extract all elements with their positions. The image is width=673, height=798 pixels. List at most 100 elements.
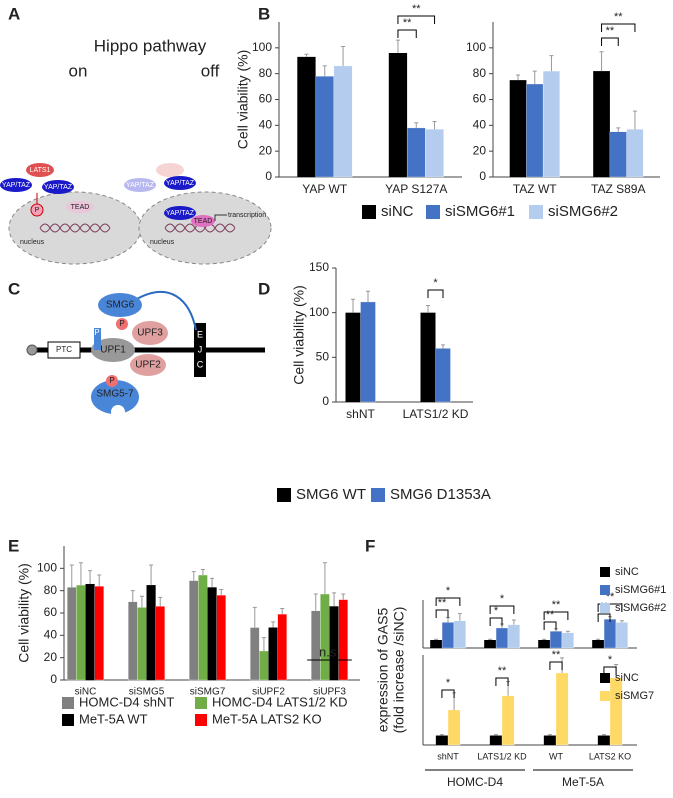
dna bbox=[39, 223, 111, 233]
x-tick-label: siSMG7 bbox=[190, 687, 226, 698]
bar bbox=[137, 607, 147, 681]
bar bbox=[94, 586, 104, 681]
yap-shape bbox=[164, 176, 196, 190]
legend-swatch bbox=[426, 205, 440, 219]
ejc-box bbox=[194, 323, 206, 377]
significance: ** bbox=[606, 25, 615, 37]
bar bbox=[345, 312, 361, 402]
legend-label: SMG6 D1353A bbox=[390, 486, 491, 503]
node-label: C bbox=[197, 359, 204, 369]
diagram-title: Hippo pathway bbox=[94, 36, 207, 55]
error-bar bbox=[441, 344, 445, 349]
x-tick-label: YAP S127A bbox=[385, 182, 447, 196]
legend-swatch bbox=[600, 567, 610, 577]
bar bbox=[592, 640, 605, 648]
error-bar bbox=[191, 571, 196, 581]
error-bar bbox=[446, 617, 450, 623]
legend-swatch bbox=[600, 585, 610, 595]
error-bar bbox=[432, 120, 437, 130]
error-bar bbox=[78, 562, 83, 586]
panel-label: A bbox=[8, 4, 20, 23]
error-bar bbox=[88, 570, 93, 584]
yap-shape bbox=[124, 178, 156, 192]
legend-swatch bbox=[277, 488, 291, 502]
error-bar bbox=[304, 53, 309, 57]
legend-label: siSMG7 bbox=[615, 690, 654, 702]
bar bbox=[507, 624, 520, 649]
bar bbox=[128, 601, 138, 681]
x-tick-label: shNT bbox=[346, 407, 375, 421]
error-bar bbox=[341, 46, 346, 66]
y-axis-label: (fold increase /siNC) bbox=[391, 607, 407, 734]
legend-label: siSMG6#2 bbox=[548, 203, 618, 220]
error-bar bbox=[97, 574, 102, 587]
bar bbox=[626, 129, 644, 178]
legend-label: MeT-5A WT bbox=[79, 711, 148, 726]
y-tick-label: 150 bbox=[309, 260, 329, 274]
y-tick-label: 80 bbox=[44, 583, 58, 597]
error-bar bbox=[488, 638, 493, 640]
legend-label: siNC bbox=[615, 566, 639, 578]
x-tick-label: LATS1/2 KD bbox=[477, 751, 527, 761]
node-label: YAP/TAZ bbox=[126, 182, 155, 189]
node-label: LATS1 bbox=[30, 167, 51, 174]
bar bbox=[453, 620, 466, 649]
bracket bbox=[601, 23, 636, 32]
bracket bbox=[543, 611, 569, 620]
y-tick-label: 100 bbox=[252, 40, 272, 54]
error-bar bbox=[457, 613, 462, 621]
y-tick-label: 100 bbox=[37, 561, 57, 575]
y-axis-label: Cell viability (%) bbox=[235, 50, 251, 150]
y-tick-label: 20 bbox=[44, 650, 58, 664]
significance: * bbox=[608, 654, 613, 666]
bar bbox=[489, 735, 502, 745]
legend-swatch bbox=[62, 714, 74, 726]
bar bbox=[277, 613, 287, 681]
legend-swatch bbox=[371, 488, 385, 502]
panel-label: F bbox=[365, 536, 375, 555]
x-tick-label: siNC bbox=[75, 687, 97, 698]
bracket bbox=[489, 617, 503, 626]
panel-c-diagram: C PTC SMG6 UPF1 UPF3 UPF2 SMG5-7 P P P E… bbox=[8, 279, 265, 419]
error-bar bbox=[601, 734, 606, 736]
significance: * bbox=[446, 585, 451, 597]
y-tick-label: 0 bbox=[50, 672, 57, 686]
error-bar bbox=[632, 110, 637, 130]
bar bbox=[315, 76, 335, 178]
bracket bbox=[441, 689, 455, 698]
error-bar bbox=[616, 127, 621, 132]
yap-shape bbox=[0, 178, 32, 192]
error-bar bbox=[271, 621, 276, 628]
group-label: HOMC-D4 bbox=[447, 775, 503, 789]
bar bbox=[425, 129, 444, 178]
bar bbox=[549, 631, 563, 649]
error-bar bbox=[426, 305, 430, 313]
significance: ** bbox=[614, 11, 623, 23]
node-label: E bbox=[197, 329, 203, 339]
node-label: UPF1 bbox=[100, 345, 126, 356]
node-label: P bbox=[35, 207, 40, 214]
bar bbox=[615, 622, 628, 649]
panel-a-diagram: A Hippo pathway on off LATS1 YAP/TAZ YAP… bbox=[0, 4, 272, 265]
bar bbox=[597, 735, 610, 745]
error-bar bbox=[341, 593, 346, 600]
error-bar bbox=[434, 638, 439, 640]
node-label: TEAD bbox=[71, 204, 90, 211]
bar bbox=[501, 695, 515, 746]
node-label: YAP/TAZ bbox=[166, 180, 195, 187]
tead-shape bbox=[191, 215, 215, 227]
y-axis-label: Cell viability (%) bbox=[16, 563, 32, 663]
bar bbox=[609, 677, 623, 746]
hole bbox=[111, 405, 125, 419]
bar bbox=[333, 65, 353, 178]
error-bar bbox=[532, 70, 537, 84]
error-bar bbox=[366, 290, 370, 302]
legend-swatch bbox=[600, 673, 610, 683]
lats-shape bbox=[26, 163, 54, 177]
panel-label: C bbox=[8, 279, 20, 298]
bar bbox=[561, 632, 574, 649]
significance: * bbox=[500, 593, 505, 605]
bracket bbox=[495, 677, 509, 686]
legend-label: siSMG6#1 bbox=[445, 203, 515, 220]
